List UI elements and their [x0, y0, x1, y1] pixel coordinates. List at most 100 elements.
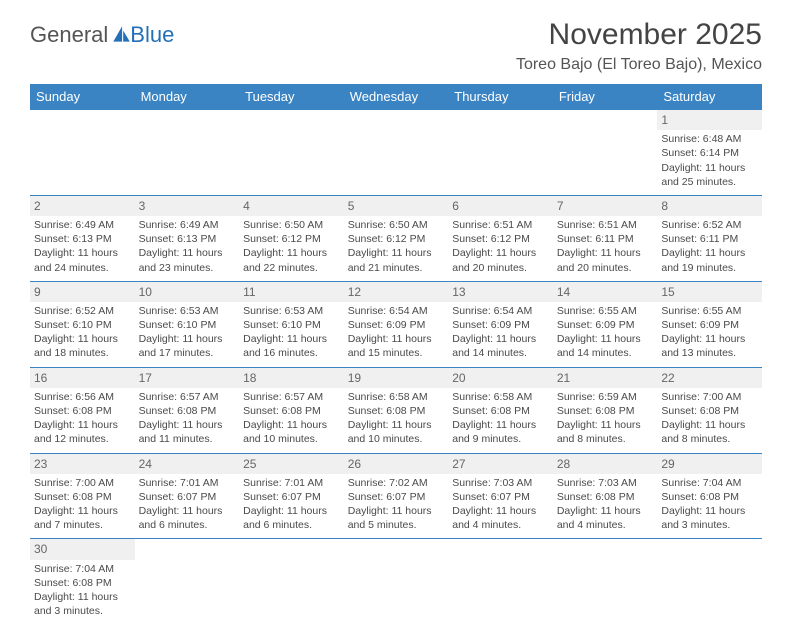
daylight-text: Daylight: 11 hours and 3 minutes.: [661, 504, 758, 532]
sunrise-text: Sunrise: 6:57 AM: [139, 390, 236, 404]
day-number: 1: [657, 110, 762, 130]
sunrise-text: Sunrise: 6:54 AM: [348, 304, 445, 318]
daylight-text: Daylight: 11 hours and 8 minutes.: [557, 418, 654, 446]
daylight-text: Daylight: 11 hours and 6 minutes.: [243, 504, 340, 532]
sunset-text: Sunset: 6:12 PM: [243, 232, 340, 246]
empty-cell: [239, 539, 344, 624]
day-cell: 25Sunrise: 7:01 AMSunset: 6:07 PMDayligh…: [239, 453, 344, 539]
daylight-text: Daylight: 11 hours and 14 minutes.: [452, 332, 549, 360]
daylight-text: Daylight: 11 hours and 25 minutes.: [661, 161, 758, 189]
day-cell: 26Sunrise: 7:02 AMSunset: 6:07 PMDayligh…: [344, 453, 449, 539]
day-number: 7: [553, 196, 658, 216]
sunset-text: Sunset: 6:07 PM: [452, 490, 549, 504]
daylight-text: Daylight: 11 hours and 13 minutes.: [661, 332, 758, 360]
day-number: 13: [448, 282, 553, 302]
day-cell: 13 Sunrise: 6:54 AMSunset: 6:09 PMDayligh…: [448, 281, 553, 367]
day-number: 5: [344, 196, 449, 216]
day-cell: 19Sunrise: 6:58 AMSunset: 6:08 PMDayligh…: [344, 367, 449, 453]
sunset-text: Sunset: 6:13 PM: [139, 232, 236, 246]
location: Toreo Bajo (El Toreo Bajo), Mexico: [516, 56, 762, 74]
day-cell: 28Sunrise: 7:03 AMSunset: 6:08 PMDayligh…: [553, 453, 658, 539]
sunrise-text: Sunrise: 6:48 AM: [661, 132, 758, 146]
sunrise-text: Sunrise: 6:52 AM: [34, 304, 131, 318]
sunrise-text: Sunrise: 6:55 AM: [661, 304, 758, 318]
sunset-text: Sunset: 6:10 PM: [139, 318, 236, 332]
sunset-text: Sunset: 6:12 PM: [452, 232, 549, 246]
day-cell: 30Sunrise: 7:04 AMSunset: 6:08 PMDayligh…: [30, 539, 135, 624]
daylight-text: Daylight: 11 hours and 14 minutes.: [557, 332, 654, 360]
sunrise-text: Sunrise: 6:53 AM: [243, 304, 340, 318]
sunrise-text: Sunrise: 6:54 AM: [452, 304, 549, 318]
day-cell: 27Sunrise: 7:03 AMSunset: 6:07 PMDayligh…: [448, 453, 553, 539]
sunrise-text: Sunrise: 6:52 AM: [661, 218, 758, 232]
sunset-text: Sunset: 6:08 PM: [243, 404, 340, 418]
empty-cell: [553, 110, 658, 196]
sunrise-text: Sunrise: 6:58 AM: [348, 390, 445, 404]
sunrise-text: Sunrise: 6:49 AM: [34, 218, 131, 232]
daylight-text: Daylight: 11 hours and 24 minutes.: [34, 246, 131, 274]
day-number: 26: [344, 454, 449, 474]
day-number: 10: [135, 282, 240, 302]
daylight-text: Daylight: 11 hours and 3 minutes.: [34, 590, 131, 618]
day-cell: 15Sunrise: 6:55 AMSunset: 6:09 PMDayligh…: [657, 281, 762, 367]
day-cell: 12Sunrise: 6:54 AMSunset: 6:09 PMDayligh…: [344, 281, 449, 367]
day-number: 9: [30, 282, 135, 302]
day-number: 22: [657, 368, 762, 388]
daylight-text: Daylight: 11 hours and 19 minutes.: [661, 246, 758, 274]
day-number: 29: [657, 454, 762, 474]
empty-cell: [344, 539, 449, 624]
weekday-header: Saturday: [657, 84, 762, 110]
day-cell: 2Sunrise: 6:49 AMSunset: 6:13 PMDaylight…: [30, 195, 135, 281]
day-number: 18: [239, 368, 344, 388]
sunset-text: Sunset: 6:09 PM: [452, 318, 549, 332]
sunrise-text: Sunrise: 7:01 AM: [139, 476, 236, 490]
sunset-text: Sunset: 6:08 PM: [34, 404, 131, 418]
daylight-text: Daylight: 11 hours and 10 minutes.: [243, 418, 340, 446]
sunrise-text: Sunrise: 6:55 AM: [557, 304, 654, 318]
weekday-header: Monday: [135, 84, 240, 110]
daylight-text: Daylight: 11 hours and 11 minutes.: [139, 418, 236, 446]
day-number: 8: [657, 196, 762, 216]
daylight-text: Daylight: 11 hours and 8 minutes.: [661, 418, 758, 446]
sunset-text: Sunset: 6:10 PM: [243, 318, 340, 332]
daylight-text: Daylight: 11 hours and 15 minutes.: [348, 332, 445, 360]
sunset-text: Sunset: 6:09 PM: [348, 318, 445, 332]
daylight-text: Daylight: 11 hours and 10 minutes.: [348, 418, 445, 446]
sunset-text: Sunset: 6:08 PM: [139, 404, 236, 418]
sunrise-text: Sunrise: 6:50 AM: [243, 218, 340, 232]
sunset-text: Sunset: 6:07 PM: [348, 490, 445, 504]
sunset-text: Sunset: 6:09 PM: [557, 318, 654, 332]
day-number: 27: [448, 454, 553, 474]
day-number: 6: [448, 196, 553, 216]
day-cell: 18 Sunrise: 6:57 AMSunset: 6:08 PMDayligh…: [239, 367, 344, 453]
empty-cell: [553, 539, 658, 624]
sunrise-text: Sunrise: 6:57 AM: [243, 390, 340, 404]
sunset-text: Sunset: 6:11 PM: [661, 232, 758, 246]
sunset-text: Sunset: 6:08 PM: [557, 490, 654, 504]
day-number: 25: [239, 454, 344, 474]
weekday-header: Sunday: [30, 84, 135, 110]
logo: General Blue: [30, 22, 174, 48]
daylight-text: Daylight: 11 hours and 16 minutes.: [243, 332, 340, 360]
sunset-text: Sunset: 6:07 PM: [243, 490, 340, 504]
weekday-header: Tuesday: [239, 84, 344, 110]
day-cell: 6 Sunrise: 6:51 AMSunset: 6:12 PMDaylight…: [448, 195, 553, 281]
day-cell: 22Sunrise: 7:00 AMSunset: 6:08 PMDayligh…: [657, 367, 762, 453]
sunset-text: Sunset: 6:13 PM: [34, 232, 131, 246]
logo-text-a: General: [30, 22, 108, 48]
sail-icon: [110, 24, 132, 46]
empty-cell: [344, 110, 449, 196]
sunrise-text: Sunrise: 6:51 AM: [452, 218, 549, 232]
empty-cell: [657, 539, 762, 624]
empty-cell: [30, 110, 135, 196]
day-cell: 24Sunrise: 7:01 AMSunset: 6:07 PMDayligh…: [135, 453, 240, 539]
day-number: 19: [344, 368, 449, 388]
day-cell: 10Sunrise: 6:53 AMSunset: 6:10 PMDayligh…: [135, 281, 240, 367]
sunset-text: Sunset: 6:11 PM: [557, 232, 654, 246]
day-number: 23: [30, 454, 135, 474]
day-cell: 20Sunrise: 6:58 AMSunset: 6:08 PMDayligh…: [448, 367, 553, 453]
day-cell: 21Sunrise: 6:59 AMSunset: 6:08 PMDayligh…: [553, 367, 658, 453]
daylight-text: Daylight: 11 hours and 18 minutes.: [34, 332, 131, 360]
daylight-text: Daylight: 11 hours and 20 minutes.: [452, 246, 549, 274]
daylight-text: Daylight: 11 hours and 20 minutes.: [557, 246, 654, 274]
